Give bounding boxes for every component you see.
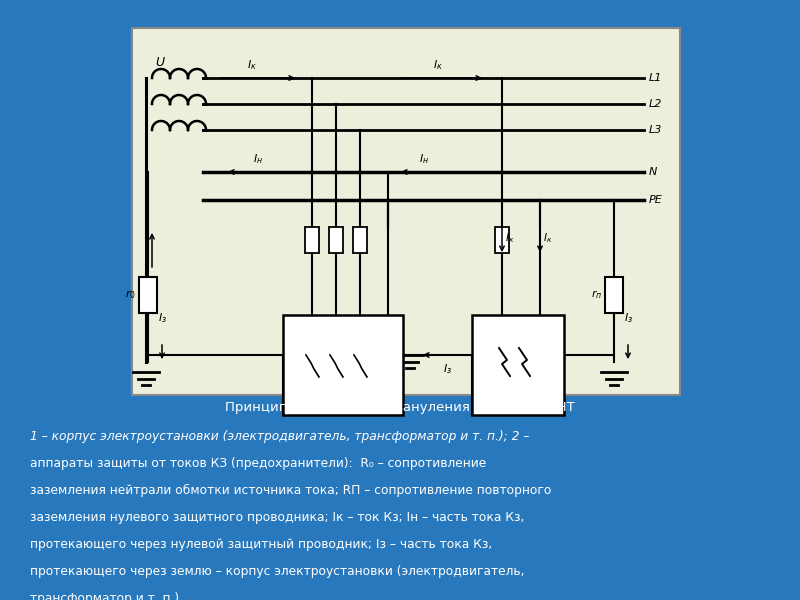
Bar [353,227,367,253]
Text: L2: L2 [649,99,662,109]
Text: L1: L1 [649,73,662,83]
Bar [605,277,623,313]
Bar [139,277,157,313]
Text: $I_з$: $I_з$ [158,311,167,325]
Bar [495,227,509,253]
Text: $I_з$: $I_з$ [624,311,633,325]
Text: $I_к$: $I_к$ [433,58,443,72]
Text: $r_п$: $r_п$ [590,289,602,301]
Text: протекающего через нулевой защитный проводник; Iз – часть тока Кз,: протекающего через нулевой защитный пров… [30,538,492,551]
Text: $I_к$: $I_к$ [505,231,514,245]
Text: $I_н$: $I_н$ [419,152,429,166]
Text: заземления нейтрали обмотки источника тока; RΠ – сопротивление повторного: заземления нейтрали обмотки источника то… [30,484,551,497]
Bar [132,28,680,395]
Text: заземления нулевого защитного проводника; Iк – ток Кз; Iн – часть тока Кз,: заземления нулевого защитного проводника… [30,511,524,524]
Text: протекающего через землю – корпус электроустановки (электродвигатель,: протекающего через землю – корпус электр… [30,565,525,578]
Text: $I_к$: $I_к$ [247,58,257,72]
Text: PE: PE [649,195,662,205]
Text: L3: L3 [649,125,662,135]
Text: $r_0$: $r_0$ [125,289,136,301]
Text: $I_з$: $I_з$ [443,362,453,376]
Text: $I_к$: $I_к$ [543,231,552,245]
Bar [472,315,564,415]
Text: 1 – корпус электроустановки (электродвигатель, трансформатор и т. п.); 2 –: 1 – корпус электроустановки (электродвиг… [30,430,530,443]
Text: Принципиальная схема зануления в системе ЗНТ: Принципиальная схема зануления в системе… [225,401,575,415]
Bar [329,227,343,253]
Text: $I_н$: $I_н$ [253,152,263,166]
Bar [283,315,403,415]
Text: N: N [649,167,658,177]
Text: U: U [155,56,164,70]
Bar [305,227,319,253]
Text: аппараты защиты от токов КЗ (предохранители):  R₀ – сопротивление: аппараты защиты от токов КЗ (предохранит… [30,457,486,470]
Text: трансформатор и т. п.).: трансформатор и т. п.). [30,592,183,600]
